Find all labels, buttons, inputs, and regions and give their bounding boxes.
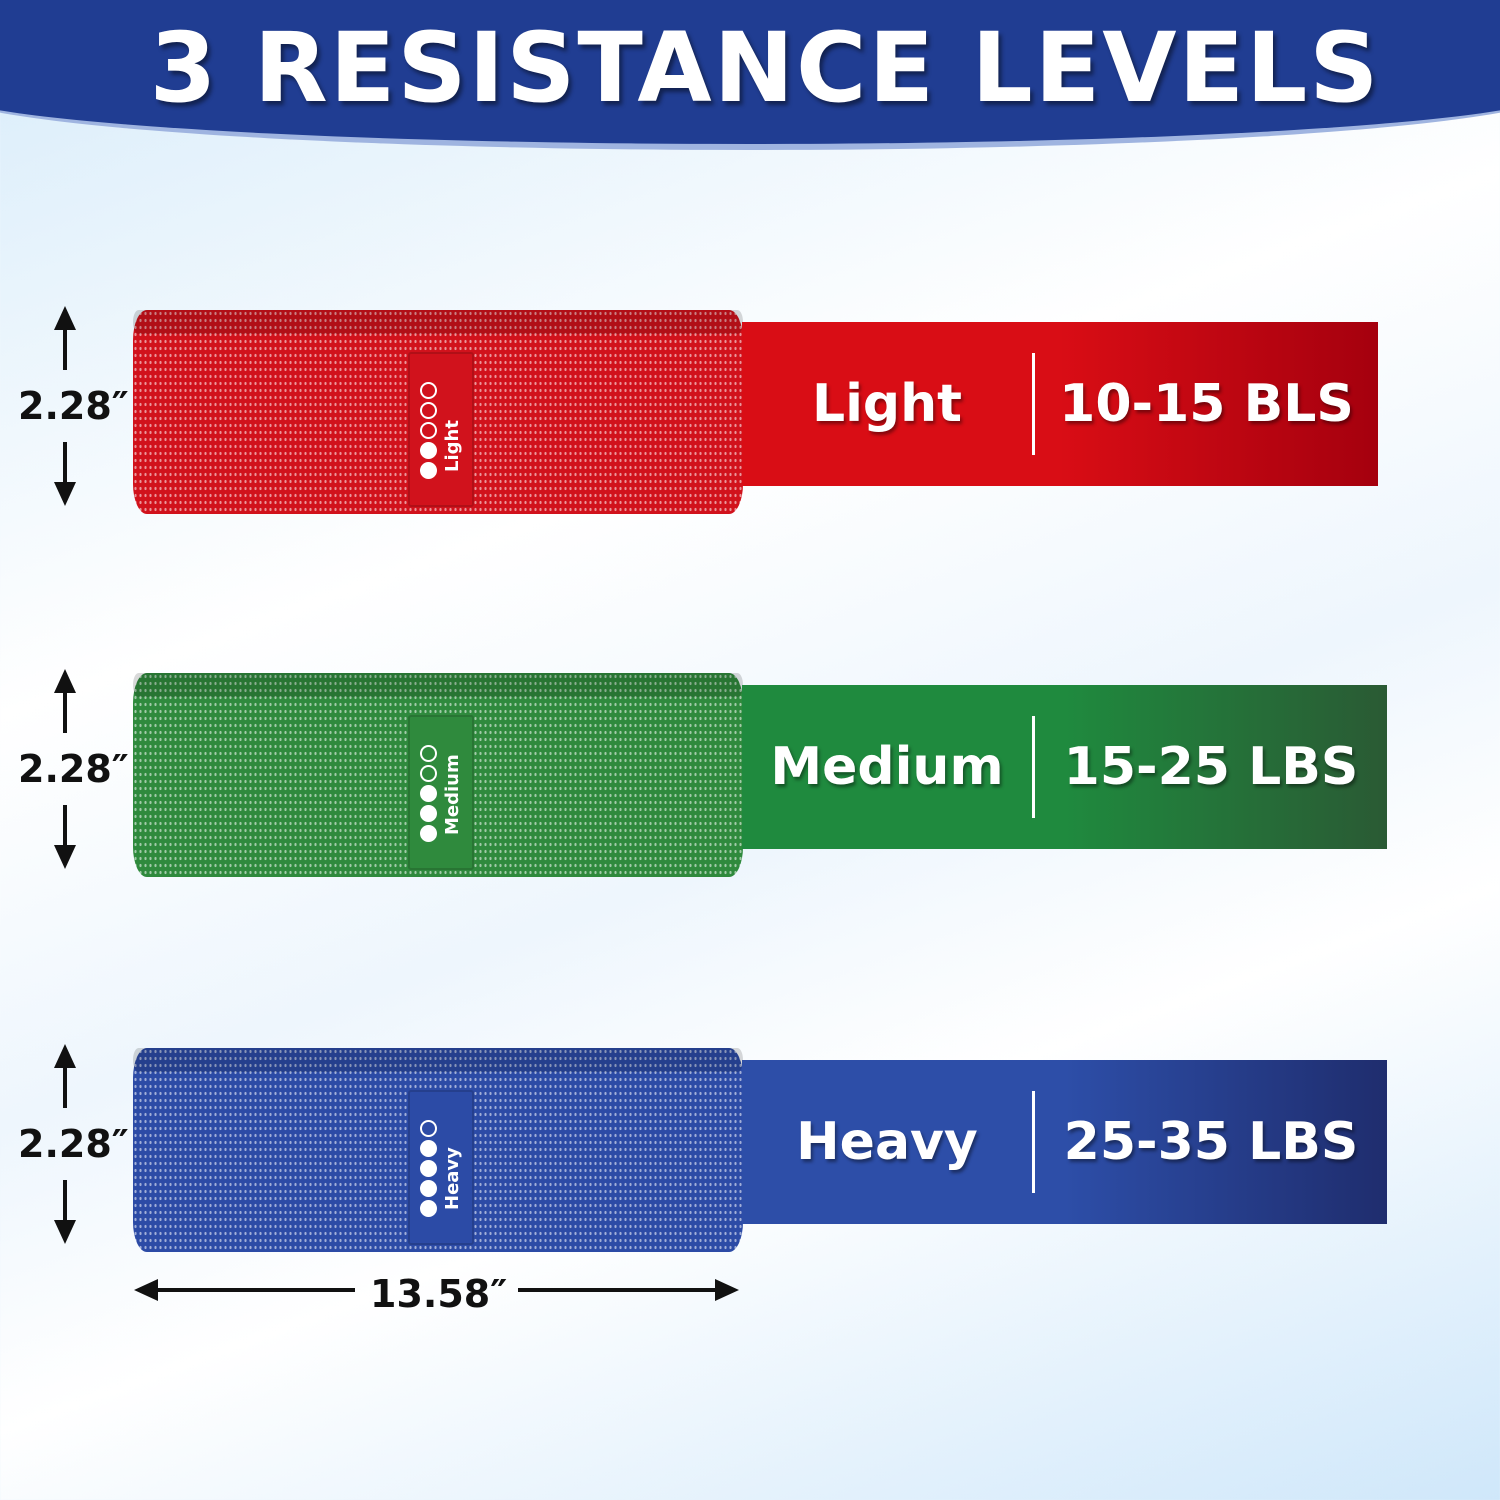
resistance-band-image: Heavy — [133, 1048, 743, 1252]
tag-label: Light — [442, 420, 463, 472]
height-arrow-up — [54, 1044, 76, 1108]
level-info-bar: Light 10-15 BLS — [742, 322, 1378, 486]
level-info-bar: Medium 15-25 LBS — [742, 685, 1387, 849]
tag-label: Medium — [442, 754, 463, 835]
empty-dot-icon — [420, 422, 437, 439]
weight-range: 10-15 BLS — [1059, 374, 1354, 434]
empty-dot-icon — [420, 765, 437, 782]
width-arrow-left — [134, 1279, 355, 1301]
height-arrow-down — [54, 1180, 76, 1244]
level-name: Light — [811, 374, 963, 434]
empty-dot-icon — [420, 1120, 437, 1137]
height-arrow-down — [54, 442, 76, 506]
empty-dot-icon — [420, 382, 437, 399]
filled-dot-icon — [420, 1160, 437, 1177]
height-label: 2.28″ — [18, 1122, 129, 1166]
divider — [1032, 716, 1035, 818]
level-dots — [420, 1120, 437, 1217]
divider — [1032, 353, 1035, 455]
width-arrow-right — [518, 1279, 739, 1301]
level-name: Medium — [770, 737, 1004, 797]
height-arrow-up — [54, 306, 76, 370]
level-dots — [420, 382, 437, 479]
weight-range: 15-25 LBS — [1063, 737, 1359, 797]
band-tag: Heavy — [408, 1090, 474, 1245]
filled-dot-icon — [420, 785, 437, 802]
height-label: 2.28″ — [18, 747, 129, 791]
filled-dot-icon — [420, 805, 437, 822]
height-arrow-up — [54, 669, 76, 733]
width-label: 13.58″ — [370, 1272, 508, 1316]
resistance-band-image: Medium — [133, 673, 743, 877]
divider — [1032, 1091, 1035, 1193]
band-tag: Medium — [408, 715, 474, 870]
height-arrow-down — [54, 805, 76, 869]
filled-dot-icon — [420, 1180, 437, 1197]
weight-range: 25-35 LBS — [1063, 1112, 1359, 1172]
empty-dot-icon — [420, 402, 437, 419]
empty-dot-icon — [420, 745, 437, 762]
resistance-band-image: Light — [133, 310, 743, 514]
filled-dot-icon — [420, 1140, 437, 1157]
header-banner — [0, 0, 1500, 150]
level-dots — [420, 745, 437, 842]
filled-dot-icon — [420, 462, 437, 479]
level-info-bar: Heavy 25-35 LBS — [742, 1060, 1387, 1224]
level-name: Heavy — [796, 1112, 978, 1172]
height-label: 2.28″ — [18, 384, 129, 428]
tag-label: Heavy — [442, 1147, 463, 1210]
band-tag: Light — [408, 352, 474, 507]
page-title: 3 RESISTANCE LEVELS — [149, 12, 1381, 124]
filled-dot-icon — [420, 442, 437, 459]
filled-dot-icon — [420, 825, 437, 842]
filled-dot-icon — [420, 1200, 437, 1217]
